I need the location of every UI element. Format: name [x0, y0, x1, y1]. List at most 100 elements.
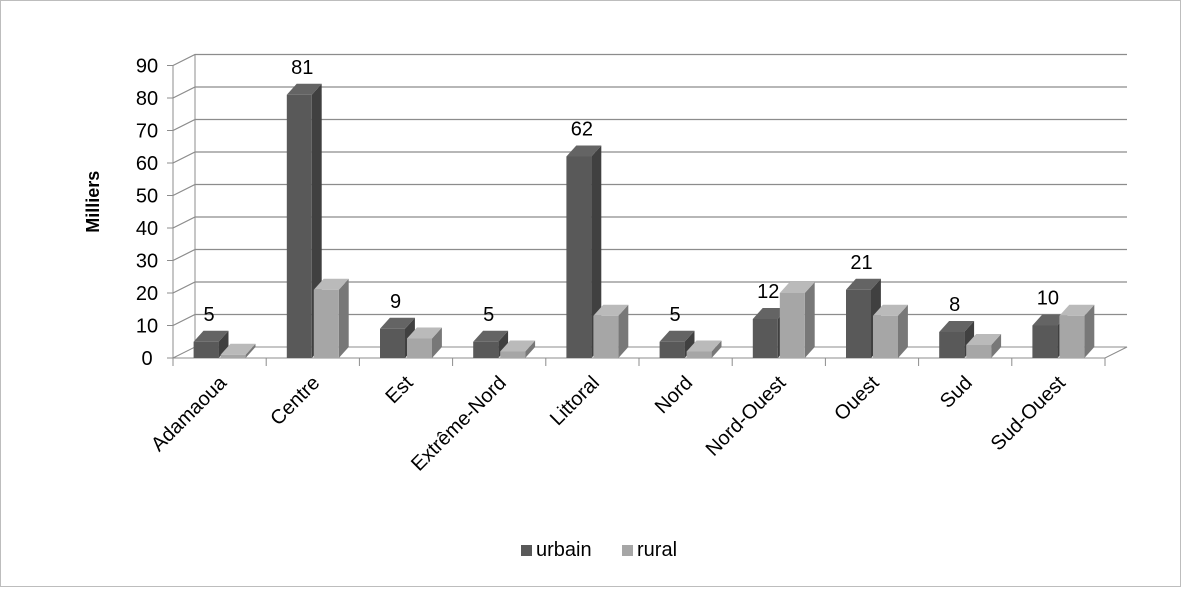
y-axis-title: Milliers — [83, 171, 103, 233]
y-axis: 0 10 20 30 40 50 60 70 80 90 — [136, 56, 173, 370]
bar-front-face — [846, 289, 871, 358]
bar-side-face — [804, 282, 815, 358]
bar-top-face — [566, 145, 602, 157]
legend-label: urbain — [536, 539, 592, 561]
bar-front-face — [686, 351, 712, 358]
y-tick-label: 20 — [136, 283, 158, 305]
x-tick-label: Centre — [266, 372, 324, 430]
bar — [873, 304, 908, 358]
x-tick-label: Sud — [936, 372, 977, 413]
bar-top-face — [380, 317, 415, 329]
bar-top-face — [966, 334, 1002, 345]
bar-side-face — [338, 278, 349, 358]
bar-front-face — [1059, 315, 1085, 358]
legend: urbain rural — [521, 539, 677, 561]
legend-label: rural — [637, 539, 677, 561]
bar-top-face — [873, 304, 908, 316]
bar — [500, 340, 536, 358]
bar — [593, 304, 629, 358]
bar-top-face — [752, 308, 788, 319]
gridline — [172, 248, 1127, 262]
y-tick-label: 60 — [136, 153, 158, 175]
bar-front-face — [313, 289, 339, 358]
bar-front-face — [966, 345, 992, 358]
bar-top-face — [846, 278, 881, 290]
gridline — [172, 118, 1127, 132]
bars — [193, 83, 1095, 358]
bar-top-face — [220, 343, 256, 355]
bar-front-face — [193, 341, 219, 358]
x-tick-label: Ouest — [830, 372, 884, 426]
gridline — [172, 86, 1127, 99]
bar-top-face — [1032, 314, 1068, 326]
bar — [407, 327, 442, 358]
gridline — [172, 53, 1127, 67]
bar-side-face — [618, 304, 629, 358]
bar-top-face — [193, 330, 229, 342]
bar-side-face — [1084, 304, 1095, 358]
bar-top-face — [593, 304, 629, 316]
bar — [566, 145, 602, 358]
data-label: 5 — [204, 304, 215, 326]
bar — [659, 330, 695, 358]
bar-front-face — [779, 293, 805, 358]
gridline — [172, 151, 1127, 164]
data-label: 8 — [949, 294, 960, 316]
bar-top-face — [686, 340, 722, 352]
bar — [779, 282, 815, 358]
bar-front-face — [1032, 325, 1058, 358]
bar-side-face — [991, 334, 1002, 358]
bar — [966, 334, 1002, 358]
y-tick-label: 70 — [136, 121, 158, 143]
bar-side-face — [218, 330, 229, 358]
y-tick-label: 30 — [136, 251, 158, 273]
gridline — [172, 281, 1127, 294]
data-label: 10 — [1037, 288, 1059, 310]
data-label: 5 — [483, 304, 494, 326]
x-tick-label: Nord-Ouest — [702, 372, 791, 461]
bar-front-face — [566, 156, 592, 358]
bar-side-face — [245, 343, 256, 358]
bar-front-face — [473, 341, 499, 358]
bar-top-face — [659, 330, 695, 342]
bar-side-face — [711, 340, 722, 358]
data-label: 12 — [757, 281, 779, 303]
gridlines — [172, 53, 1127, 327]
x-tick-label: Est — [382, 372, 418, 408]
bar-side-face — [525, 340, 536, 358]
y-tick-label: 40 — [136, 218, 158, 240]
data-label: 62 — [571, 119, 593, 141]
bar-front-face — [407, 338, 432, 358]
legend-swatch — [622, 545, 633, 556]
bar-top-face — [779, 282, 815, 293]
data-label: 5 — [670, 304, 681, 326]
bar — [473, 330, 509, 358]
data-label: 9 — [390, 291, 401, 313]
bar-front-face — [500, 351, 526, 358]
y-tick-label: 90 — [136, 56, 158, 78]
bar-front-face — [659, 341, 685, 358]
x-tick-label: Sud-Ouest — [987, 372, 1070, 455]
bar — [1059, 304, 1095, 358]
bar-front-face — [752, 319, 778, 358]
gridline — [172, 313, 1127, 327]
bar-top-face — [500, 340, 536, 352]
bar-front-face — [939, 332, 965, 358]
bar-top-face — [313, 278, 349, 290]
data-labels: 5 81 9 5 62 5 12 21 8 10 — [204, 57, 1059, 326]
bar-front-face — [873, 315, 898, 358]
bar-side-face — [432, 327, 442, 358]
gridline — [172, 183, 1127, 197]
x-tick-label: Littoral — [546, 372, 604, 430]
y-tick-label: 10 — [136, 316, 158, 338]
bar-front-face — [220, 354, 246, 358]
bar-top-face — [939, 321, 975, 332]
bar-top-face — [407, 327, 442, 339]
gridline — [172, 216, 1127, 229]
bar-front-face — [380, 328, 405, 358]
y-tick-label: 50 — [136, 186, 158, 208]
data-label: 21 — [850, 252, 872, 274]
